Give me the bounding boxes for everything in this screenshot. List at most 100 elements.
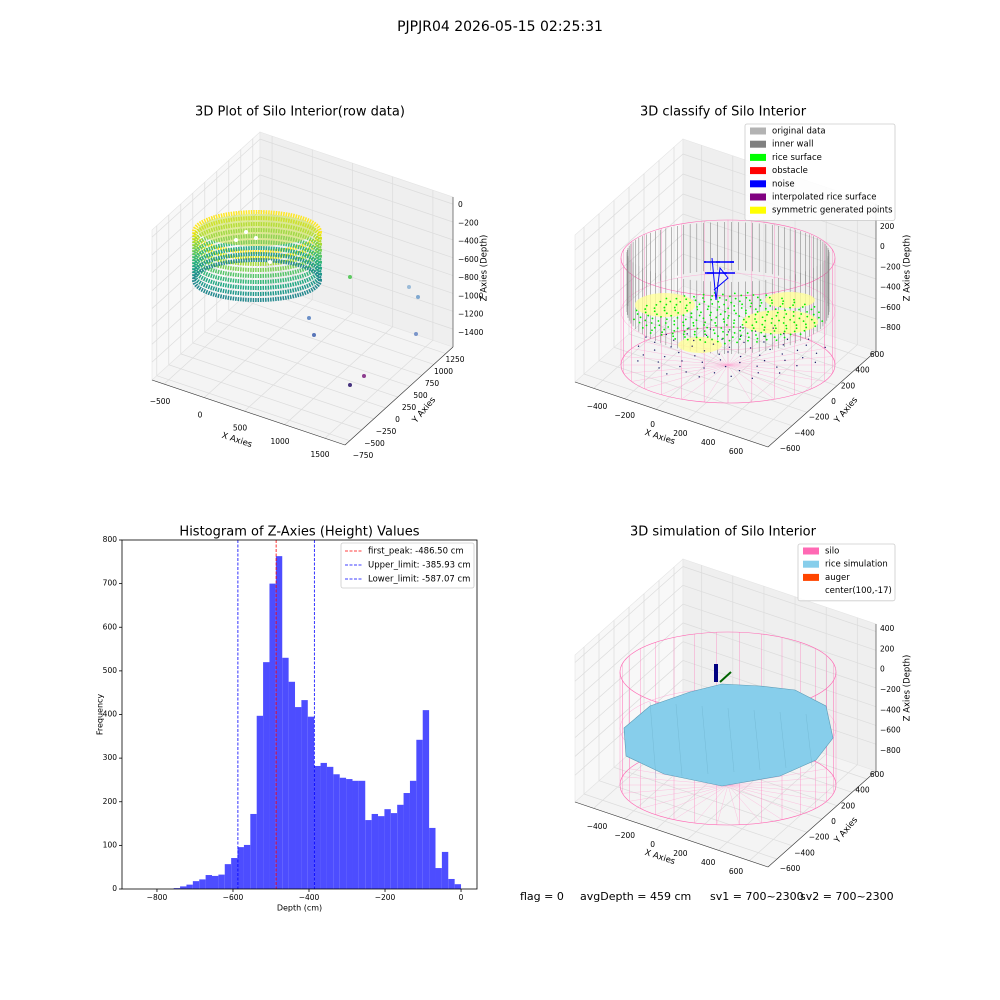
auger xyxy=(714,664,718,682)
point xyxy=(739,335,742,338)
point xyxy=(735,312,737,315)
bar xyxy=(358,780,366,889)
point xyxy=(749,347,752,349)
bar xyxy=(199,879,206,889)
legend-box xyxy=(744,123,896,221)
point xyxy=(637,345,640,347)
point xyxy=(716,340,719,343)
axis-line xyxy=(574,381,769,448)
point xyxy=(684,307,687,310)
grid-line xyxy=(180,353,374,420)
point xyxy=(736,341,738,344)
silo-spoke xyxy=(727,348,825,366)
point xyxy=(769,348,771,351)
point xyxy=(761,323,764,326)
grid-line xyxy=(574,173,684,271)
silo-spoke xyxy=(631,348,729,366)
point xyxy=(729,295,731,298)
point xyxy=(705,272,707,274)
bar xyxy=(339,777,347,889)
bar xyxy=(301,700,308,889)
bar xyxy=(269,583,276,889)
point xyxy=(739,355,742,358)
point xyxy=(711,295,714,297)
point xyxy=(733,305,736,307)
point xyxy=(728,261,730,263)
point xyxy=(653,326,656,329)
point xyxy=(763,329,766,331)
bar xyxy=(275,556,283,889)
point xyxy=(705,334,708,337)
point xyxy=(739,329,742,332)
grid-line xyxy=(682,622,877,689)
point xyxy=(637,360,639,362)
point xyxy=(765,338,768,341)
point xyxy=(814,361,817,364)
point xyxy=(682,324,685,327)
patch xyxy=(765,292,815,308)
grid-line xyxy=(151,156,261,256)
mesh-line xyxy=(649,701,657,779)
point xyxy=(795,327,798,330)
z-tick-label: −1000 xyxy=(458,291,484,300)
point xyxy=(805,344,807,346)
bar xyxy=(454,884,462,889)
point xyxy=(642,354,645,356)
bar xyxy=(282,657,289,889)
point xyxy=(793,330,796,333)
silo-spoke xyxy=(622,784,729,794)
point xyxy=(785,327,788,330)
bar xyxy=(429,827,436,889)
point xyxy=(771,302,773,304)
point xyxy=(647,314,650,317)
point xyxy=(783,330,786,333)
point xyxy=(789,333,792,336)
legend-label: rice simulation xyxy=(825,560,888,570)
point xyxy=(645,336,647,338)
point xyxy=(683,295,686,297)
x-tick-label: 600 xyxy=(729,447,744,456)
axis-line xyxy=(767,770,877,868)
y-tick-label: −750 xyxy=(353,451,374,460)
legend-label: symmetric generated points xyxy=(772,206,893,216)
x-tick-label: 200 xyxy=(673,429,688,438)
point xyxy=(783,336,786,339)
grid-line xyxy=(574,153,684,251)
point xyxy=(673,329,676,332)
y-tick-label: 400 xyxy=(103,710,118,719)
y-tick-label: 0 xyxy=(395,415,400,424)
point xyxy=(702,297,704,299)
y-tick-label: 0 xyxy=(831,817,836,826)
point xyxy=(656,313,658,316)
mesh-line xyxy=(675,703,683,777)
grid-line xyxy=(204,299,313,398)
point xyxy=(807,338,810,340)
legend-box xyxy=(797,543,896,602)
point xyxy=(774,324,776,327)
silo-spoke xyxy=(727,364,825,382)
mesh-line xyxy=(753,709,761,771)
point xyxy=(783,332,785,335)
point xyxy=(704,261,706,263)
z-tick-label: 0 xyxy=(880,665,885,674)
point xyxy=(673,306,676,309)
point xyxy=(738,300,741,303)
y-tick-label: 400 xyxy=(855,786,870,795)
point xyxy=(726,261,728,263)
point xyxy=(770,299,773,302)
point xyxy=(663,355,666,358)
point xyxy=(712,343,715,345)
point xyxy=(690,312,693,315)
silo-spoke xyxy=(727,327,752,366)
bar xyxy=(180,886,187,889)
point xyxy=(731,336,734,339)
mesh-line xyxy=(701,705,709,775)
bar xyxy=(307,716,315,889)
point xyxy=(686,327,689,330)
z-tick-label: 200 xyxy=(880,222,895,231)
point-top xyxy=(198,214,316,246)
point xyxy=(824,346,826,349)
point xyxy=(764,335,766,338)
point xyxy=(698,303,701,306)
